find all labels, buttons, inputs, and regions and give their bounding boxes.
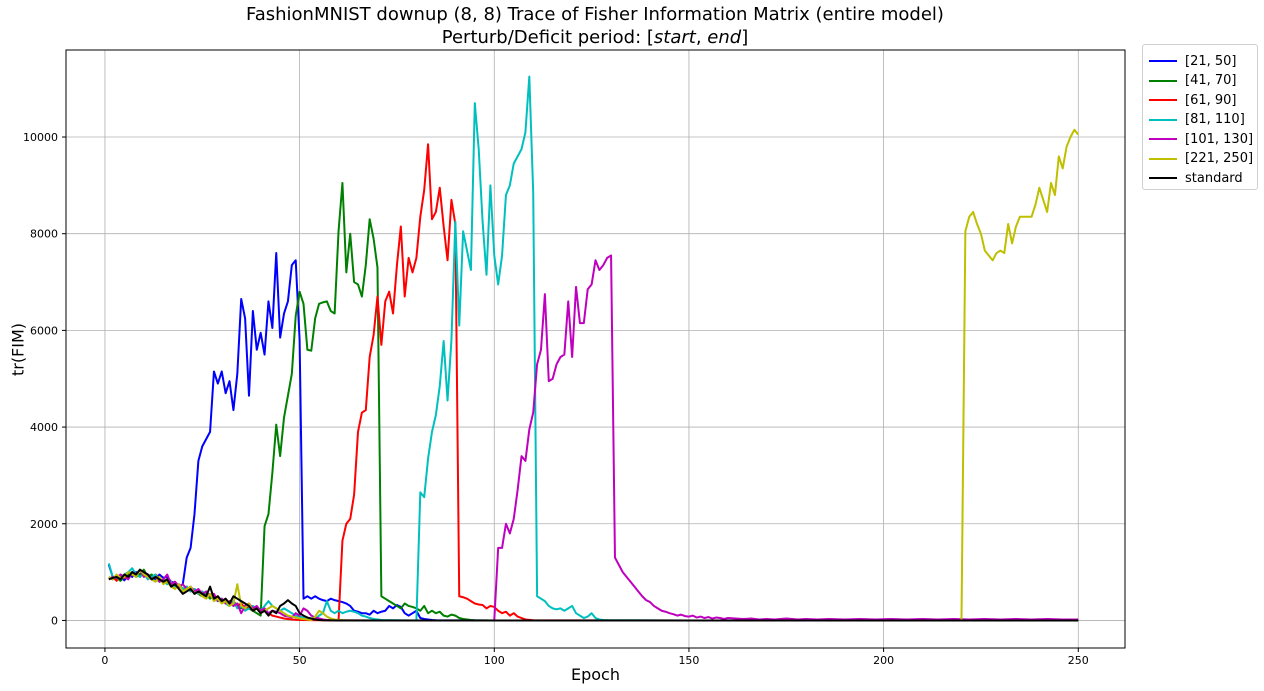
- x-tick-label: 200: [873, 654, 894, 667]
- x-tick-label: 250: [1068, 654, 1089, 667]
- chart-subtitle: Perturb/Deficit period: [start, end]: [0, 27, 1190, 48]
- series-line: [107, 75, 1079, 622]
- legend-swatch: [1149, 157, 1177, 160]
- legend-swatch: [1149, 138, 1177, 140]
- series-line: [108, 128, 1080, 622]
- y-tick-label: 4000: [30, 421, 58, 434]
- y-tick-label: 10000: [23, 131, 58, 144]
- chart-title: FashionMNIST downup (8, 8) Trace of Fish…: [246, 4, 944, 25]
- legend-item: [61, 90]: [1149, 91, 1237, 109]
- axis-ticks: 0 50 100 150 200 250 0 2000 4000 6000 8000 10000: [23, 131, 1089, 667]
- plot-frame: [65, 49, 1126, 649]
- y-tick-label: 2000: [30, 518, 58, 531]
- subtitle-prefix: Perturb/Deficit period: [: [441, 27, 654, 48]
- x-tick-label: 0: [101, 654, 108, 667]
- x-tick-label: 150: [678, 654, 699, 667]
- subtitle-start: start: [653, 27, 696, 48]
- y-axis-label: tr(FIM): [8, 322, 28, 377]
- series-group: [107, 75, 1080, 622]
- chart-legend: [21, 50] [41, 70] [61, 90] [81, 110] [101, 1…: [1142, 44, 1258, 190]
- legend-swatch: [1149, 60, 1177, 62]
- legend-label: [101, 130]: [1185, 131, 1254, 147]
- legend-label: [221, 250]: [1185, 151, 1254, 166]
- y-tick-label: 0: [51, 614, 58, 627]
- series-line: [108, 143, 1079, 622]
- legend-label: standard: [1185, 170, 1243, 186]
- legend-swatch: [1149, 177, 1177, 179]
- subtitle-separator: ,: [695, 27, 708, 48]
- legend-item: [101, 130]: [1149, 130, 1253, 148]
- series-line: [107, 252, 1079, 622]
- legend-item: [221, 250]: [1149, 150, 1253, 168]
- subtitle-suffix: ]: [741, 27, 749, 48]
- legend-item: [21, 50]: [1149, 52, 1237, 70]
- legend-item: [41, 70]: [1149, 72, 1237, 90]
- series-line: [108, 181, 1079, 622]
- y-tick-label: 6000: [30, 324, 58, 337]
- series-line: [108, 568, 1079, 622]
- series-line: [108, 254, 1079, 622]
- x-tick-label: 50: [293, 654, 307, 667]
- legend-label: [81, 110]: [1185, 112, 1245, 127]
- legend-swatch: [1149, 99, 1177, 101]
- x-tick-label: 100: [484, 654, 505, 667]
- grid-lines: [66, 50, 1125, 648]
- legend-swatch: [1149, 118, 1177, 121]
- y-tick-label: 8000: [30, 228, 58, 241]
- legend-label: [21, 50]: [1185, 53, 1237, 69]
- x-axis-label: Epoch: [571, 665, 620, 684]
- legend-label: [61, 90]: [1185, 92, 1237, 108]
- legend-item: [81, 110]: [1149, 111, 1245, 129]
- subtitle-end: end: [707, 27, 742, 48]
- legend-label: [41, 70]: [1185, 73, 1237, 88]
- legend-item: standard: [1149, 169, 1243, 187]
- legend-swatch: [1149, 79, 1177, 82]
